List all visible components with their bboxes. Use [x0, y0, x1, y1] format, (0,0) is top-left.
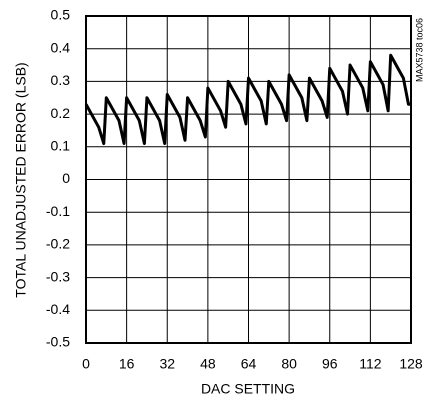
- y-tick-label: 0: [62, 170, 70, 186]
- x-tick-label: 64: [241, 356, 257, 372]
- x-tick-label: 96: [322, 356, 338, 372]
- y-tick-label: 0.3: [51, 72, 71, 88]
- x-axis-label: DAC SETTING: [201, 381, 295, 397]
- y-tick-label: 0.4: [51, 39, 71, 55]
- x-tick-label: 32: [159, 356, 175, 372]
- x-tick-label: 48: [200, 356, 216, 372]
- x-tick-label: 128: [399, 356, 423, 372]
- y-tick-label: -0.2: [46, 236, 70, 252]
- y-tick-label: 0.2: [51, 105, 71, 121]
- y-tick-label: -0.5: [46, 334, 70, 350]
- line: [84, 53, 411, 146]
- y-tick-label: -0.4: [46, 301, 70, 317]
- y-axis-label: TOTAL UNADJUSTED ERROR (LSB): [13, 62, 29, 297]
- x-tick-label: 112: [359, 356, 382, 372]
- y-tick-label: -0.3: [46, 268, 70, 284]
- y-tick-label: -0.1: [46, 203, 70, 219]
- x-tick-label: 16: [119, 356, 135, 372]
- annotation: MAX5738 toc06: [414, 18, 424, 82]
- x-tick-label: 0: [82, 356, 90, 372]
- plot-frame: [85, 15, 412, 344]
- x-tick-label: 80: [281, 356, 297, 372]
- y-tick-label: 0.5: [51, 7, 71, 23]
- y-tick-label: 0.1: [51, 138, 71, 154]
